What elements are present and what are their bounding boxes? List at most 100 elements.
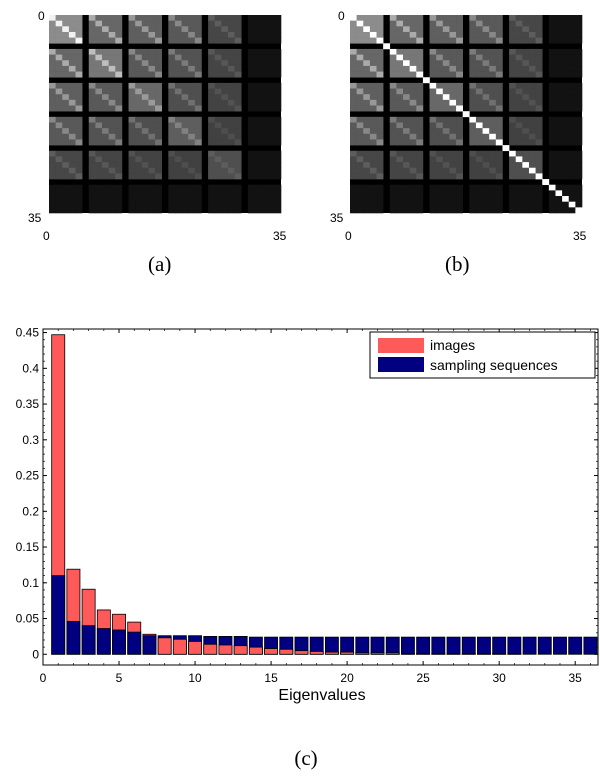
heatmap-a-cell bbox=[254, 162, 262, 169]
heatmap-a-cell bbox=[188, 167, 196, 174]
heatmap-b-cell bbox=[562, 173, 570, 180]
heatmap-b-cell bbox=[403, 105, 410, 112]
heatmap-b-cell bbox=[442, 133, 450, 140]
heatmap-b-cell bbox=[515, 207, 523, 214]
heatmap-b-cell bbox=[350, 201, 357, 208]
heatmap-a-cell bbox=[168, 196, 176, 202]
heatmap-a-cell bbox=[88, 139, 96, 146]
heatmap-a-cell bbox=[168, 60, 176, 67]
heatmap-a-cell bbox=[141, 31, 149, 38]
y-tick-label: 0.2 bbox=[22, 504, 39, 518]
heatmap-a-cell bbox=[168, 162, 176, 169]
heatmap-a-cell bbox=[68, 167, 76, 174]
heatmap-b-cell bbox=[495, 133, 503, 140]
heatmap-b-cell bbox=[475, 82, 483, 89]
heatmap-b-cell bbox=[495, 54, 503, 61]
heatmap-b-cell bbox=[555, 173, 563, 180]
heatmap-b-cell bbox=[363, 94, 371, 101]
heatmap-a-cell bbox=[254, 116, 262, 123]
heatmap-a-cell bbox=[247, 184, 255, 191]
heatmap-b-cell bbox=[509, 94, 517, 101]
heatmap-a-cell bbox=[95, 99, 103, 106]
heatmap-b-cell bbox=[555, 26, 563, 33]
heatmap-a-cell bbox=[102, 15, 109, 21]
heatmap-a-cell bbox=[141, 88, 149, 95]
heatmap-a-x-tick-right: 35 bbox=[273, 229, 287, 243]
heatmap-a-cell bbox=[174, 71, 182, 78]
heatmap-b-cell bbox=[535, 105, 543, 112]
heatmap-b-cell bbox=[575, 99, 583, 106]
heatmap-b-cell bbox=[568, 60, 576, 67]
heatmap-a-cell bbox=[261, 54, 269, 61]
heatmap-b-cell bbox=[489, 201, 497, 208]
heatmap-a-cell bbox=[49, 207, 56, 214]
heatmap-b-cell bbox=[469, 31, 477, 38]
heatmap-a-cell bbox=[128, 139, 136, 146]
heatmap-b-cell bbox=[495, 184, 503, 191]
heatmap-b-cell bbox=[489, 88, 497, 95]
heatmap-b-cell bbox=[396, 190, 404, 197]
heatmap-b-cell bbox=[575, 88, 583, 95]
heatmap-a-cell bbox=[49, 37, 56, 44]
heatmap-a-cell bbox=[141, 122, 149, 129]
heatmap-a-cell bbox=[274, 82, 282, 89]
heatmap-a-cell bbox=[62, 26, 70, 33]
heatmap-a-cell bbox=[174, 26, 182, 33]
heatmap-b-cell bbox=[568, 116, 576, 123]
heatmap-a-cell bbox=[108, 196, 116, 202]
heatmap-b-cell bbox=[482, 139, 490, 146]
heatmap-b-cell bbox=[442, 116, 450, 123]
heatmap-b-cell bbox=[456, 26, 463, 33]
heatmap-a-cell bbox=[247, 190, 255, 197]
heatmap-a-cell bbox=[181, 65, 189, 72]
heatmap-a-cell bbox=[135, 26, 143, 33]
heatmap-a-cell bbox=[234, 82, 242, 89]
heatmap-a-cell bbox=[128, 122, 136, 129]
heatmap-a-cell bbox=[55, 26, 63, 33]
heatmap-a-cell bbox=[62, 122, 70, 129]
heatmap-a-cell bbox=[194, 207, 202, 214]
heatmap-a-cell bbox=[208, 26, 216, 33]
heatmap-a-cell bbox=[168, 128, 176, 135]
heatmap-a-cell bbox=[221, 99, 229, 106]
heatmap-a-cell bbox=[214, 207, 222, 214]
bar-sampling-sequences bbox=[51, 575, 66, 655]
heatmap-b-cell bbox=[555, 105, 563, 112]
heatmap-b-cell bbox=[409, 162, 417, 169]
heatmap-a-cell bbox=[208, 15, 216, 21]
heatmap-a-cell bbox=[55, 196, 63, 202]
heatmap-b-cell bbox=[562, 31, 570, 38]
heatmap-b-cell bbox=[442, 26, 450, 33]
heatmap-b-cell bbox=[515, 26, 523, 33]
heatmap-b-cell bbox=[396, 99, 404, 106]
heatmap-b-cell bbox=[376, 139, 384, 146]
heatmap-b-cell bbox=[515, 162, 523, 169]
heatmap-b-cell bbox=[482, 190, 490, 197]
heatmap-a-cell bbox=[95, 173, 103, 180]
heatmap-b-cell bbox=[495, 48, 503, 55]
heatmap-a-cell bbox=[115, 128, 123, 135]
heatmap-b-cell bbox=[416, 162, 424, 169]
heatmap-b-cell bbox=[515, 20, 523, 27]
heatmap-b-cell bbox=[489, 116, 497, 123]
heatmap-b-cell bbox=[469, 128, 477, 135]
heatmap-b-cell bbox=[555, 65, 563, 72]
heatmap-a-cell bbox=[155, 82, 162, 89]
heatmap-a-cell bbox=[55, 167, 63, 174]
heatmap-b-cell bbox=[555, 128, 563, 135]
heatmap-b-cell bbox=[495, 139, 503, 146]
heatmap-a-cell bbox=[88, 37, 96, 44]
heatmap-b-cell bbox=[436, 71, 444, 78]
heatmap-a-cell bbox=[267, 196, 275, 202]
heatmap-b-cell bbox=[522, 31, 530, 38]
heatmap-b-cell bbox=[389, 54, 397, 61]
heatmap-a-cell bbox=[194, 167, 202, 174]
heatmap-a-cell bbox=[88, 116, 96, 123]
heatmap-b-cell bbox=[389, 196, 397, 202]
heatmap-b-cell bbox=[528, 60, 536, 67]
heatmap-b-cell bbox=[416, 190, 424, 197]
heatmap-a-cell bbox=[254, 156, 262, 163]
heatmap-a-cell bbox=[128, 48, 136, 55]
heatmap-a-cell bbox=[247, 201, 255, 208]
heatmap-b-cell bbox=[568, 196, 576, 202]
